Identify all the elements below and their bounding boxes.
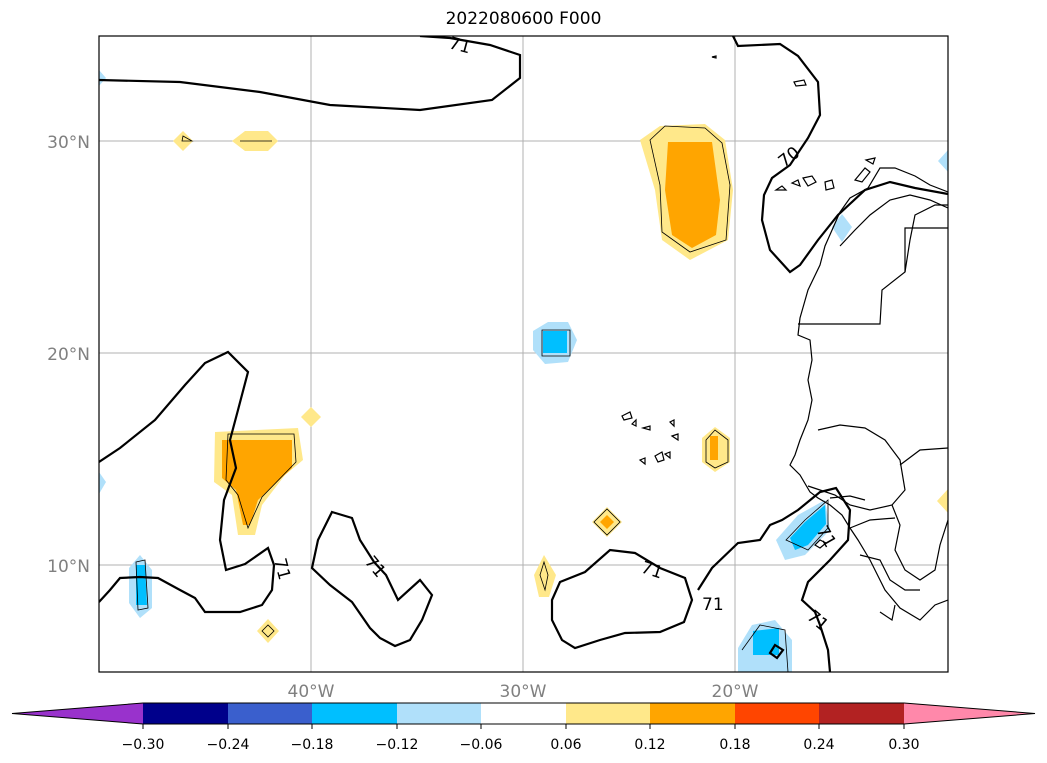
colorbar-tick-label: −0.18	[291, 737, 334, 753]
anomaly-fills	[99, 70, 948, 672]
colorbar-segment	[312, 703, 397, 724]
negative-anomaly-medium	[136, 565, 147, 605]
lat-label-10n: 10°N	[47, 557, 90, 577]
colorbar-tick-label: 0.30	[888, 737, 919, 753]
colorbar-segment	[143, 703, 228, 724]
lat-label-30n: 30°N	[47, 133, 90, 153]
lon-label-30w: 30°W	[500, 682, 547, 702]
colorbar-tick-label: −0.24	[207, 737, 250, 753]
negative-anomaly-light	[832, 214, 852, 242]
colorbar-segment	[481, 703, 566, 724]
colorbar-tick-label: −0.12	[376, 737, 419, 753]
colorbar-segment	[566, 703, 650, 724]
colorbar-tick-label: 0.12	[634, 737, 665, 753]
colorbar-tick-label: −0.06	[460, 737, 503, 753]
contour-label: 71	[360, 552, 389, 581]
map-title: 2022080600 F000	[445, 9, 602, 29]
positive-anomaly-light	[534, 555, 556, 597]
map-area: 71 70 71 71 71 71 71 71	[99, 34, 948, 672]
positive-anomaly-strong	[710, 436, 718, 460]
negative-anomaly-light	[938, 150, 948, 172]
contour-label: 71	[638, 558, 665, 584]
colorbar-extend-min	[12, 703, 143, 724]
positive-anomaly-strong	[665, 142, 720, 248]
positive-anomaly-light	[257, 619, 279, 643]
colorbar-tick-label: 0.06	[550, 737, 581, 753]
positive-anomaly-strong	[222, 440, 292, 525]
colorbar-segment	[819, 703, 904, 724]
negative-anomaly-medium	[790, 505, 826, 550]
colorbar-segment	[735, 703, 819, 724]
positive-anomaly-strong	[600, 515, 614, 529]
colorbar-tick-label: −0.30	[122, 737, 165, 753]
lon-label-20w: 20°W	[712, 682, 759, 702]
negative-anomaly-light	[99, 472, 106, 494]
colorbar-segment	[650, 703, 735, 724]
colorbar	[11, 702, 1036, 729]
negative-anomaly-light	[99, 70, 106, 86]
latitude-labels: 30°N 20°N 10°N	[47, 133, 90, 577]
lon-label-40w: 40°W	[288, 682, 335, 702]
contour-label: 71	[447, 34, 473, 59]
coastlines	[621, 55, 948, 621]
colorbar-segment	[397, 703, 481, 724]
colorbar-extend-max	[904, 703, 1035, 724]
negative-anomaly-medium	[753, 628, 779, 655]
contour-label: 70	[775, 143, 804, 172]
thick-contours	[99, 36, 948, 672]
lat-label-20n: 20°N	[47, 345, 90, 365]
colorbar-ticks: −0.30 −0.24 −0.18 −0.12 −0.06 0.06 0.12 …	[122, 737, 920, 753]
colorbar-segment	[228, 703, 312, 724]
thin-contours	[135, 125, 829, 672]
contour-label: 71	[803, 607, 832, 636]
contour-label: 71	[702, 595, 724, 615]
positive-anomaly-light	[301, 407, 321, 427]
longitude-labels: 40°W 30°W 20°W	[288, 682, 759, 702]
map-frame	[98, 35, 949, 673]
colorbar-tick-label: 0.24	[803, 737, 834, 753]
positive-anomaly-light	[937, 489, 948, 513]
colorbar-tick-label: 0.18	[719, 737, 750, 753]
negative-anomaly-medium	[543, 331, 567, 353]
